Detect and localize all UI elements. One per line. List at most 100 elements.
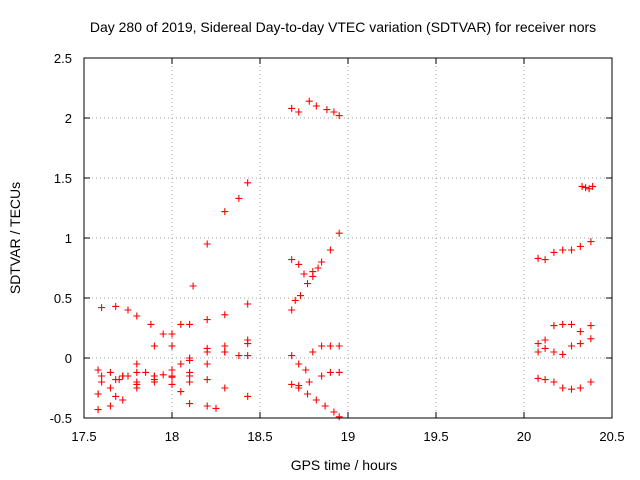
data-point <box>559 384 567 392</box>
x-tick-label: 20.5 <box>599 429 624 444</box>
y-tick-label: 0.5 <box>54 291 72 306</box>
data-point <box>177 360 185 368</box>
data-point <box>582 184 590 192</box>
x-tick-labels: 17.5 18 18.5 19 19.5 20 20.5 <box>71 429 624 444</box>
data-point <box>576 384 584 392</box>
data-point <box>124 306 132 314</box>
data-point <box>589 182 597 190</box>
data-point <box>330 108 338 116</box>
data-point <box>309 348 317 356</box>
data-point <box>106 384 114 392</box>
data-point <box>304 280 312 288</box>
data-point <box>235 352 243 360</box>
data-point <box>168 366 176 374</box>
data-point <box>576 242 584 250</box>
data-point <box>550 248 558 256</box>
data-point <box>244 352 252 360</box>
data-point <box>585 185 593 193</box>
x-tick-label: 18.5 <box>247 429 272 444</box>
data-point <box>150 342 158 350</box>
series-s13 <box>288 368 343 390</box>
y-tick-label: 1 <box>65 231 72 246</box>
data-point <box>295 108 303 116</box>
data-point <box>98 378 106 386</box>
data-point <box>318 342 326 350</box>
data-point <box>323 106 331 114</box>
data-point <box>541 376 549 384</box>
data-point <box>288 306 296 314</box>
data-point <box>326 368 334 376</box>
data-point <box>168 372 176 380</box>
data-point <box>550 348 558 356</box>
series-s11 <box>288 264 322 314</box>
series-s4 <box>94 300 252 398</box>
data-point <box>541 336 549 344</box>
data-point <box>133 378 141 386</box>
x-tick-label: 18 <box>165 429 179 444</box>
data-point <box>534 374 542 382</box>
data-point <box>587 322 595 330</box>
data-point <box>326 342 334 350</box>
data-point <box>115 376 123 384</box>
data-point <box>305 378 313 386</box>
data-point <box>295 384 303 392</box>
data-point <box>168 330 176 338</box>
series-s5 <box>94 366 220 412</box>
data-point <box>309 272 317 280</box>
data-point <box>221 348 229 356</box>
x-tick-label: 19.5 <box>423 429 448 444</box>
y-tick-labels: -0.5 0 0.5 1 1.5 2 2.5 <box>50 51 72 426</box>
x-axis-label: GPS time / hours <box>291 457 398 473</box>
data-point <box>168 342 176 350</box>
data-point <box>312 396 320 404</box>
series-s10 <box>288 229 343 278</box>
y-tick-label: 1.5 <box>54 171 72 186</box>
data-point <box>318 258 326 266</box>
data-point <box>106 402 114 410</box>
series-s16 <box>534 320 595 348</box>
data-point <box>94 366 102 374</box>
data-point <box>112 302 120 310</box>
data-point <box>559 350 567 358</box>
series-s14 <box>295 384 343 421</box>
data-point <box>203 240 211 248</box>
data-point <box>177 320 185 328</box>
series-s3 <box>98 302 194 386</box>
data-point <box>203 402 211 410</box>
data-point <box>541 256 549 264</box>
x-tick-label: 17.5 <box>71 429 96 444</box>
grid-lines <box>84 58 612 418</box>
data-point <box>189 282 197 290</box>
series-s1 <box>94 179 252 414</box>
data-point <box>568 246 576 254</box>
data-point <box>559 320 567 328</box>
data-point <box>98 372 106 380</box>
data-point <box>541 344 549 352</box>
x-tick-label: 20 <box>517 429 531 444</box>
data-point <box>576 340 584 348</box>
data-points <box>94 97 597 421</box>
data-point <box>314 264 322 272</box>
data-point <box>295 360 303 368</box>
data-point <box>203 360 211 368</box>
series-s8 <box>186 344 252 362</box>
data-point <box>335 229 343 237</box>
data-point <box>330 408 338 416</box>
data-point <box>578 182 586 190</box>
data-point <box>221 311 229 319</box>
data-point <box>587 335 595 343</box>
data-point <box>94 406 102 414</box>
data-point <box>305 97 313 105</box>
data-point <box>244 392 252 400</box>
data-point <box>559 246 567 254</box>
data-point <box>312 102 320 110</box>
data-point <box>244 179 252 187</box>
data-point <box>300 270 308 278</box>
data-point <box>587 238 595 246</box>
data-point <box>168 380 176 388</box>
series-s19 <box>578 182 597 193</box>
y-tick-label: -0.5 <box>50 411 72 426</box>
data-point <box>159 330 167 338</box>
data-point <box>203 376 211 384</box>
